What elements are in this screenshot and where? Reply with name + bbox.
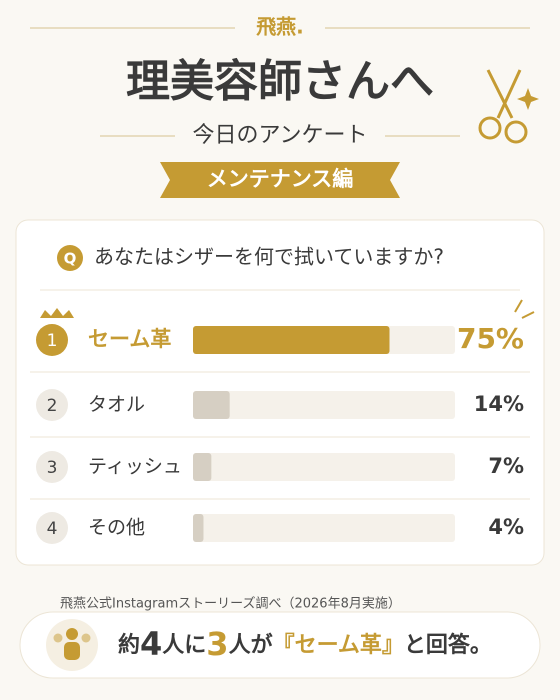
badge-ribbon — [160, 162, 400, 198]
conclusion-number: 3 — [206, 625, 228, 663]
q-label: Q — [64, 250, 77, 268]
bar-track — [193, 514, 455, 542]
value-label: 7% — [488, 454, 524, 478]
rank-badge — [36, 389, 68, 421]
title: 理美容師さんへ — [126, 56, 434, 107]
rank: 3 — [47, 458, 58, 478]
conclusion-part: 人に — [162, 633, 206, 658]
value-label: 4% — [488, 515, 524, 539]
rank: 4 — [47, 519, 58, 539]
conclusion-box — [19, 611, 541, 679]
conclusion-part: 人が — [229, 632, 273, 658]
conclusion-highlight: 『セーム革』 — [273, 632, 404, 658]
category-label: その他 — [88, 517, 145, 539]
conclusion-number: 4 — [140, 625, 162, 663]
scissors-icon — [478, 69, 539, 144]
category-label: ティッシュ — [88, 456, 182, 478]
rank-badge — [36, 324, 68, 356]
bar — [193, 453, 212, 481]
rank: 1 — [47, 331, 58, 351]
source: 飛燕公式Instagramストーリーズ調べ（2026年8月実施） — [60, 596, 401, 612]
conclusion: 約4人に3人が『セーム革』と回答。 — [118, 625, 492, 663]
value-label: 75% — [457, 322, 524, 355]
bar — [193, 326, 390, 354]
question: あなたはシザーを何で拭いていますか? — [94, 245, 444, 269]
badge: メンテナンス編 — [207, 167, 354, 191]
category-label: セーム革 — [88, 327, 171, 351]
conclusion-part: 約 — [118, 632, 140, 658]
crown — [40, 308, 74, 318]
bar-track — [193, 391, 455, 419]
sparkle — [514, 299, 535, 319]
bar-track — [193, 453, 455, 481]
value-label: 14% — [474, 392, 524, 416]
category-label: タオル — [88, 394, 145, 416]
bar — [193, 514, 204, 542]
q-badge — [57, 245, 83, 271]
rank-badge — [36, 512, 68, 544]
rank: 2 — [47, 396, 58, 416]
rank-badge — [36, 451, 68, 483]
conclusion-part: と回答。 — [404, 632, 492, 658]
subtitle: 今日のアンケート — [192, 123, 367, 148]
people-icon — [53, 628, 91, 660]
brand: 飛燕. — [256, 15, 304, 39]
bar — [193, 391, 230, 419]
